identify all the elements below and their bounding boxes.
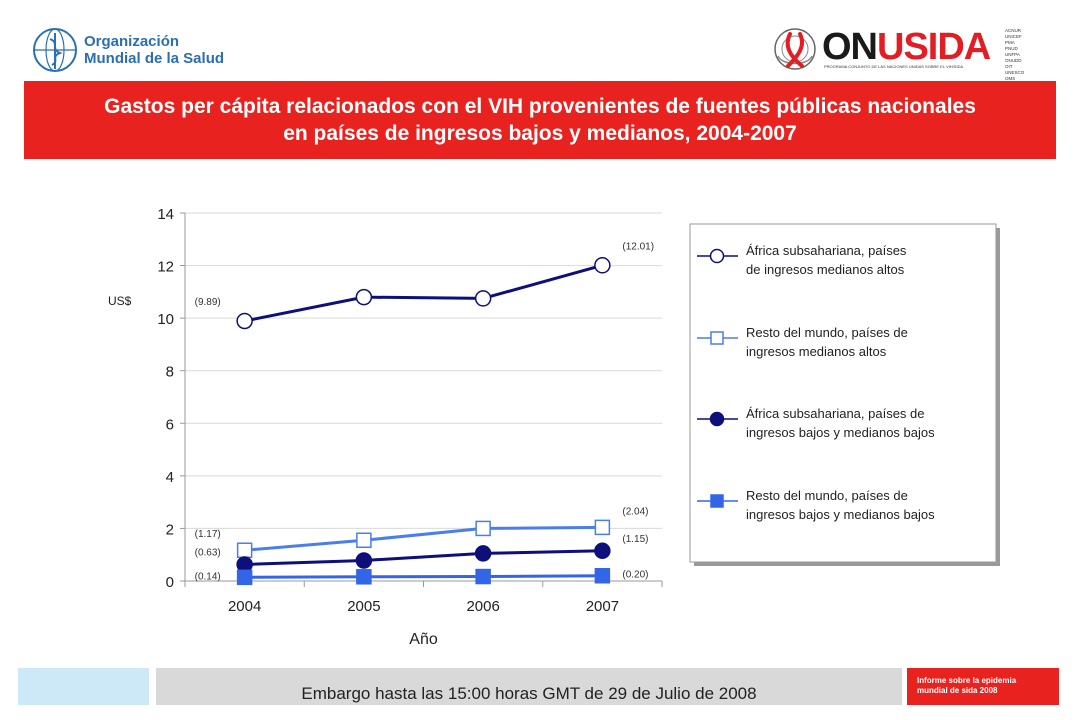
onusida-tagline: PROGRAMA CONJUNTO DE LAS NACIONES UNIDAS… <box>824 64 964 69</box>
grid <box>185 212 662 529</box>
partner-name: PNUD <box>1005 46 1018 51</box>
y-axis-title: US$ <box>108 294 132 308</box>
legend-label: de ingresos medianos altos <box>746 262 905 277</box>
axes: 0 2 4 6 8 10 12 14 2004 2005 2006 2007 Año US$ <box>108 206 663 648</box>
report-name: Informe sobre la epidemia mundial de sid… <box>917 676 1016 696</box>
marker-point <box>355 552 373 569</box>
partners-col1: ACNUR UNICEF PMA PNUD UNFPA <box>1005 28 1022 58</box>
series-line <box>244 549 603 566</box>
embargo-text: Embargo hasta las 15:00 horas GMT de 29 … <box>301 683 757 703</box>
marker-point <box>236 312 253 330</box>
onusida-wordmark-sida: USIDA <box>877 26 991 68</box>
marker-point <box>475 520 491 537</box>
legend-box <box>689 223 997 563</box>
data-label: (2.04) <box>622 506 648 517</box>
series-line <box>244 263 603 323</box>
partner-name: ACNUR <box>1005 28 1022 33</box>
marker-point <box>710 494 724 508</box>
partner-name: UNESCO <box>1005 70 1025 75</box>
marker-point <box>709 248 725 264</box>
data-label: (0.63) <box>195 547 221 558</box>
y-tick-label: 12 <box>157 259 174 276</box>
onusida-wordmark-on: ON <box>822 26 878 68</box>
marker-point <box>594 519 611 536</box>
footer-report-block: Informe sobre la epidemia mundial de sid… <box>907 668 1059 705</box>
series-line <box>244 574 603 579</box>
report-line2: mundial de sida 2008 <box>917 686 998 695</box>
legend-label: ingresos bajos y medianos bajos <box>746 507 935 522</box>
report-line1: Informe sobre la epidemia <box>917 676 1017 685</box>
marker-point <box>236 569 253 586</box>
who-name: Organización Mundial de la Salud <box>84 33 224 67</box>
who-logo: Organización Mundial de la Salud <box>30 25 230 75</box>
footer-embargo-bar: Embargo hasta las 15:00 horas GMT de 29 … <box>156 668 902 705</box>
marker-point <box>356 569 372 585</box>
series-line <box>244 525 603 552</box>
marker-point <box>355 288 373 306</box>
data-label: (1.15) <box>622 534 648 545</box>
data-labels: (9.89) (12.01) (1.17) (2.04) (0.63) (1.15) (0.… <box>195 241 654 582</box>
x-tick-label: 2005 <box>347 598 380 615</box>
x-tick-label: 2006 <box>466 598 499 615</box>
onusida-logo: ONUSIDA PROGRAMA CONJUNTO DE LAS NACIONE… <box>772 24 1062 87</box>
marker-point <box>594 542 611 560</box>
onusida-wordmark: ONUSIDA <box>822 26 991 69</box>
partner-name: OIT <box>1005 64 1013 69</box>
data-label: (9.89) <box>195 297 221 308</box>
marker-point <box>474 545 492 562</box>
who-name-line2: Mundial de la Salud <box>84 50 225 67</box>
y-tick-label: 8 <box>166 364 174 381</box>
y-tick-label: 0 <box>166 574 174 591</box>
y-tick-label: 6 <box>166 416 174 433</box>
marker-point <box>594 257 611 274</box>
y-tick-label: 10 <box>157 311 174 328</box>
marker-point <box>236 542 253 558</box>
onusida-partners: ACNUR UNICEF PMA PNUD UNFPA ONUDD OIT UN… <box>1005 28 1062 88</box>
y-tick-label: 4 <box>166 469 174 486</box>
who-name-line1: Organización <box>84 33 180 50</box>
chart-title-line2: en países de ingresos bajos y medianos, … <box>283 122 797 145</box>
marker-point <box>709 411 725 427</box>
who-emblem-icon <box>33 28 77 72</box>
y-tick-label: 14 <box>157 206 174 223</box>
partner-name: UNFPA <box>1005 52 1020 57</box>
data-label: (1.17) <box>195 529 221 540</box>
chart: 0 2 4 6 8 10 12 14 2004 2005 2006 2007 Año US$ (9.89)… <box>108 206 1000 648</box>
marker-point <box>710 331 724 345</box>
un-emblem-icon <box>774 28 816 70</box>
marker-point <box>474 290 492 307</box>
partner-name: UNICEF <box>1005 34 1022 39</box>
chart-title-line1: Gastos per cápita relacionados con el VI… <box>104 95 976 118</box>
data-label: (12.01) <box>622 241 654 252</box>
legend: África subsahariana, países de ingresos m… <box>689 223 1000 566</box>
marker-point <box>356 532 372 549</box>
data-label: (0.20) <box>622 570 648 581</box>
partner-name: OMS <box>1005 76 1016 81</box>
marker-point <box>475 568 491 585</box>
legend-label: ingresos medianos altos <box>746 344 887 359</box>
data-label: (0.14) <box>195 571 221 582</box>
partner-name: ONUDD <box>1005 58 1022 63</box>
marker-point <box>594 567 611 584</box>
footer-left-block <box>18 668 149 705</box>
legend-label: Resto del mundo, países de <box>746 325 908 340</box>
x-tick-label: 2007 <box>586 598 619 615</box>
y-tick-label: 2 <box>166 521 174 538</box>
partner-name: PMA <box>1005 40 1015 45</box>
legend-label: ingresos bajos y medianos bajos <box>746 425 935 440</box>
legend-label: África subsahariana, países de <box>746 406 925 421</box>
title-band: Gastos per cápita relacionados con el VI… <box>24 81 1056 159</box>
x-axis-title: Año <box>409 631 438 648</box>
series <box>236 257 611 586</box>
x-tick-label: 2004 <box>228 598 261 615</box>
legend-label: Resto del mundo, países de <box>746 488 908 503</box>
legend-label: África subsahariana, países <box>746 243 907 258</box>
